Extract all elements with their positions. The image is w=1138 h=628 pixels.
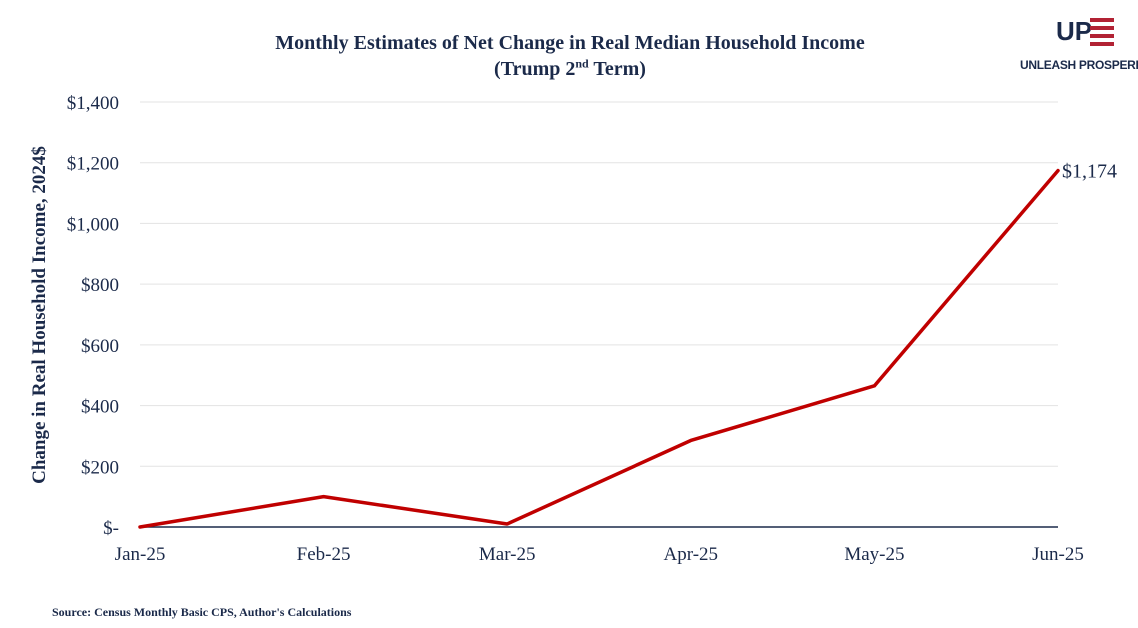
series [138, 168, 1060, 529]
y-tick-label: $800 [81, 275, 119, 296]
y-tick-label: $1,400 [67, 93, 119, 114]
title-line2-pre: (Trump 2 [494, 58, 576, 80]
data-point [1056, 169, 1060, 173]
x-tick-labels: Jan-25 Feb-25 Mar-25 Apr-25 May-25 Jun-25 [115, 544, 1084, 565]
chart-title-line2: (Trump 2nd Term) [120, 56, 1020, 82]
end-value-label: $1,174 [1062, 161, 1117, 183]
chart-title: Monthly Estimates of Net Change in Real … [120, 30, 1020, 82]
series-line [138, 168, 1060, 529]
x-tick-label: Jan-25 [115, 544, 166, 565]
y-tick-label: $600 [81, 336, 119, 357]
unleash-prosperity-logo: UP UNLEASH PROSPERITY [1020, 14, 1138, 80]
x-tick-label: Jun-25 [1032, 544, 1084, 565]
chart-title-line1: Monthly Estimates of Net Change in Real … [275, 32, 865, 54]
logo-mark-text: UP [1056, 16, 1092, 46]
x-tick-label: May-25 [844, 544, 904, 565]
source-note: Source: Census Monthly Basic CPS, Author… [52, 605, 352, 619]
data-labels: $1,174 [1062, 161, 1117, 183]
data-point [872, 384, 876, 388]
x-tick-label: Apr-25 [664, 544, 719, 565]
y-tick-label: $200 [81, 457, 119, 478]
logo-text: UNLEASH PROSPERITY [1020, 58, 1138, 72]
title-line2-post: Term) [588, 58, 646, 80]
logo-flag-icon: UP [1056, 16, 1114, 46]
title-line2-sup: nd [575, 56, 589, 71]
y-tick-label: $400 [81, 397, 119, 418]
x-tick-label: Mar-25 [479, 544, 536, 565]
y-tick-label: $1,000 [67, 214, 119, 235]
data-point [505, 522, 509, 526]
y-tick-labels: $- $200 $400 $600 $800 $1,000 $1,200 $1,400 [67, 93, 119, 539]
gridlines [140, 101, 1058, 467]
data-point [689, 438, 693, 442]
y-tick-label: $- [103, 518, 119, 539]
x-tick-label: Feb-25 [297, 544, 351, 565]
y-tick-label: $1,200 [67, 154, 119, 175]
data-point [322, 495, 326, 499]
data-point [138, 525, 142, 529]
